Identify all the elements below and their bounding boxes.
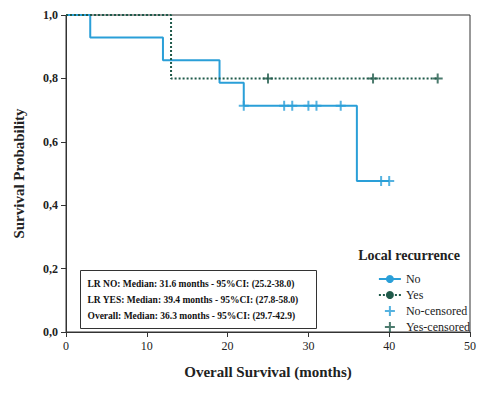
svg-text:Overall: Median: 36.3 months -: Overall: Median: 36.3 months - 95%CI: (2…	[88, 311, 296, 322]
svg-text:0,2: 0,2	[43, 262, 58, 276]
svg-text:1,0: 1,0	[43, 8, 58, 22]
svg-text:0,8: 0,8	[43, 71, 58, 85]
svg-text:0: 0	[63, 339, 69, 353]
svg-text:0,4: 0,4	[43, 198, 58, 212]
svg-text:0,6: 0,6	[43, 135, 58, 149]
svg-text:40: 40	[383, 339, 395, 353]
svg-text:Yes: Yes	[406, 288, 424, 302]
svg-text:No-censored: No-censored	[406, 304, 467, 318]
svg-text:LR YES: Median: 39.4 months -: LR YES: Median: 39.4 months - 95%CI: (27…	[88, 295, 299, 306]
svg-text:LR NO: Median: 31.6 months - 9: LR NO: Median: 31.6 months - 95%CI: (25.…	[88, 279, 295, 290]
svg-text:0,0: 0,0	[43, 325, 58, 339]
svg-text:20: 20	[222, 339, 234, 353]
svg-text:Yes-censored: Yes-censored	[406, 320, 470, 334]
svg-text:Local recurrence: Local recurrence	[358, 248, 460, 263]
svg-text:50: 50	[464, 339, 476, 353]
svg-text:10: 10	[141, 339, 153, 353]
svg-text:Overall Survival (months): Overall Survival (months)	[184, 364, 352, 381]
svg-text:Survival Probability: Survival Probability	[11, 108, 27, 239]
svg-text:30: 30	[302, 339, 314, 353]
svg-text:No: No	[406, 272, 421, 286]
